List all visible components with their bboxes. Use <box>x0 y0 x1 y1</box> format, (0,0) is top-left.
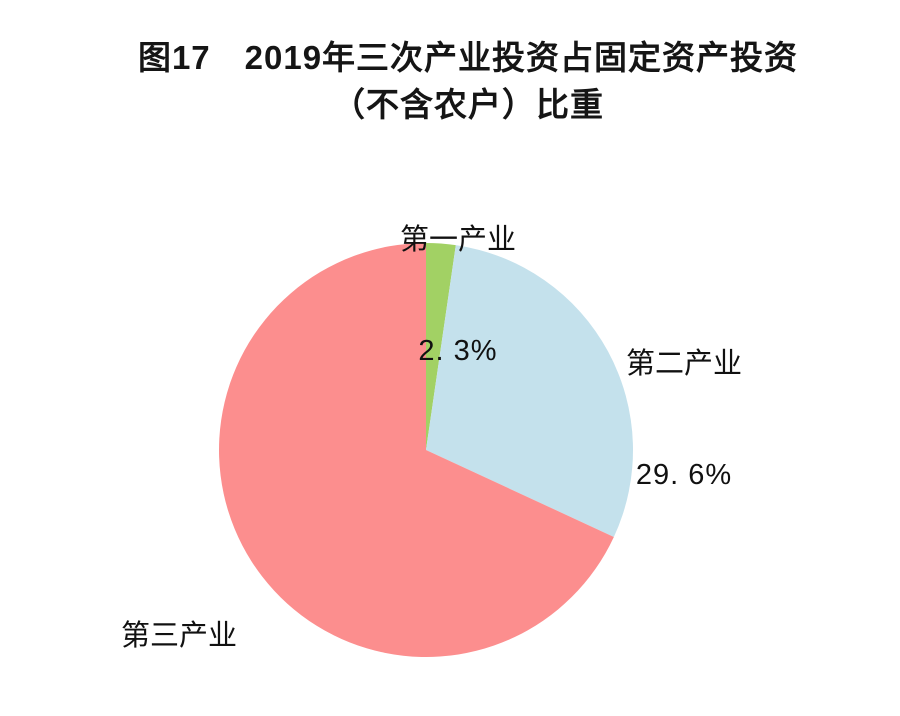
pie-chart <box>219 243 634 657</box>
pie-slice-3 <box>219 243 614 657</box>
slice-label-secondary-industry: 第二产业 29. 6% <box>626 272 742 568</box>
chart-title-line-1: 图17 2019年三次产业投资占固定资产投资 <box>137 39 799 76</box>
slice-label-primary-value: 2. 3% <box>418 335 498 367</box>
slice-label-tertiary-name: 第三产业 <box>120 620 238 652</box>
chart-title: 图17 2019年三次产业投资占固定资产投资 （不含农户）比重 <box>18 34 900 128</box>
slice-label-secondary-value: 29. 6% <box>635 459 733 491</box>
pie-slice-1 <box>426 243 456 450</box>
slice-label-primary-name: 第一产业 <box>399 224 517 256</box>
pie-slice-2 <box>426 245 634 537</box>
slice-label-tertiary-industry: 第三产业 68. 1% <box>121 544 237 716</box>
slice-label-secondary-name: 第二产业 <box>625 348 743 380</box>
chart-title-line-2: （不含农户）比重 <box>332 86 604 123</box>
slice-label-primary-industry: 第一产业 2. 3% <box>400 148 516 444</box>
